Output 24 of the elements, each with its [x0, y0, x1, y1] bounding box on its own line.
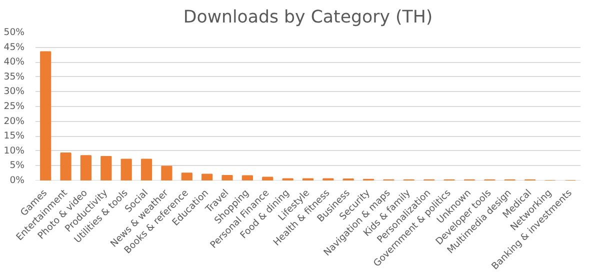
bar [161, 166, 172, 180]
bar [100, 156, 112, 180]
y-tick-label: 10% [4, 145, 25, 156]
bar [262, 176, 274, 180]
y-tick-label: 30% [4, 86, 25, 98]
y-tick-label: 45% [4, 42, 25, 53]
y-tick-label: 40% [4, 56, 25, 68]
y-tick-label: 15% [4, 130, 25, 142]
bar [40, 51, 52, 180]
y-tick-label: 5% [10, 160, 25, 172]
bar [242, 175, 253, 180]
bar [202, 174, 213, 180]
bar [120, 158, 132, 180]
bar [181, 172, 192, 180]
bar [80, 155, 92, 180]
y-tick-label: 35% [4, 71, 25, 82]
y-tick-label: 25% [4, 101, 25, 112]
chart-title: Downloads by Category (TH) [183, 8, 433, 28]
bar [222, 174, 233, 180]
y-tick-label: 50% [4, 27, 25, 38]
y-tick-label: 0% [10, 175, 25, 186]
bar [140, 158, 152, 180]
y-tick-label: 20% [4, 116, 25, 127]
bar [60, 152, 72, 180]
